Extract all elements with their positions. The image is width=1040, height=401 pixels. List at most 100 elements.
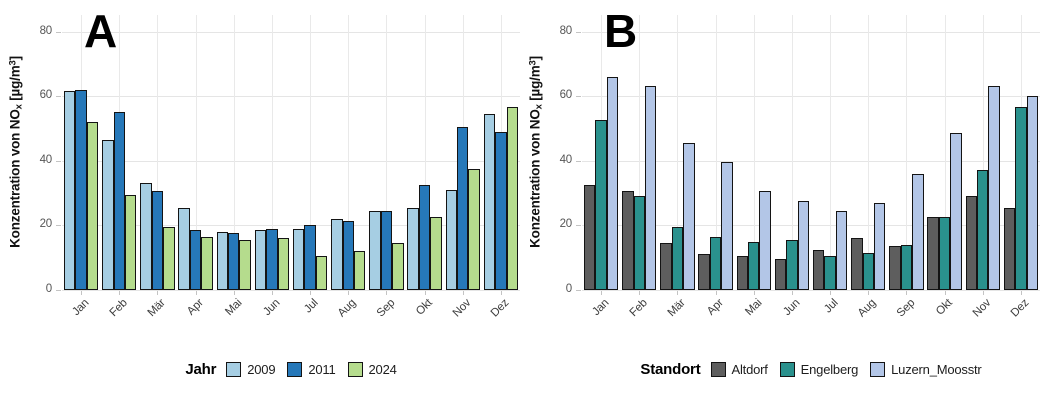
bar-altdorf-nov (965, 196, 977, 290)
panel-label-a: A (84, 5, 118, 57)
x-tick-mark (982, 290, 984, 295)
bar-2024-aug (353, 251, 366, 290)
x-tick-mark (81, 290, 83, 295)
legend-swatch (779, 361, 795, 377)
bar-2009-jun (254, 230, 267, 290)
x-tick-mark (1020, 290, 1022, 295)
h-gridline-40 (62, 160, 520, 162)
h-gridline-80 (582, 31, 1040, 33)
bar-engelberg-dez (1015, 107, 1027, 290)
y-tick-label-20: 20 (559, 218, 573, 231)
legend-item-2009: 2009 (226, 361, 276, 377)
bar-engelberg-jan (595, 120, 607, 290)
v-gridline (386, 15, 388, 290)
bar-2024-jul (315, 256, 328, 290)
y-tick-label-40: 40 (559, 153, 573, 166)
bar-2009-feb (102, 139, 114, 290)
x-tick-label-jan: Jan (590, 297, 612, 319)
x-tick-mark (119, 290, 121, 295)
legend-item-label: Engelberg (800, 361, 859, 377)
bar-luzern_moosstr-jan (606, 76, 619, 290)
bar-altdorf-aug (851, 238, 863, 290)
bar-2024-mai (239, 239, 251, 290)
x-tick-mark (271, 290, 273, 295)
x-tick-label-sep: Sep (374, 297, 397, 320)
bar-2024-dez (506, 107, 519, 290)
x-tick-label-dez: Dez (1008, 297, 1032, 320)
x-tick-label-mai: Mai (743, 297, 765, 319)
y-tick-label-60: 60 (559, 89, 573, 102)
bar-engelberg-okt (938, 217, 951, 290)
h-gridline-20 (62, 225, 520, 227)
bar-engelberg-mai (748, 241, 760, 290)
y-tick-mark (56, 96, 61, 98)
panel-label-b: B (604, 5, 638, 57)
bar-altdorf-mai (736, 256, 748, 290)
x-tick-label-okt: Okt (934, 297, 956, 318)
x-tick-mark (233, 290, 235, 295)
bar-altdorf-mär (660, 243, 672, 290)
y-tick-mark (576, 160, 581, 162)
x-tick-label-aug: Aug (336, 297, 359, 320)
v-gridline (753, 15, 755, 290)
v-gridline (715, 15, 717, 290)
x-tick-label-jan: Jan (70, 297, 92, 319)
x-tick-label-jul: Jul (822, 297, 841, 316)
bar-2024-apr (201, 236, 213, 290)
bar-2009-apr (178, 207, 190, 290)
bar-altdorf-jul (812, 249, 825, 290)
h-gridline-0 (582, 290, 1040, 291)
x-tick-label-okt: Okt (414, 297, 436, 318)
bar-altdorf-sep (889, 246, 901, 290)
bar-luzern_moosstr-okt (950, 133, 962, 290)
y-axis-title-part: 3 (7, 60, 19, 66)
bar-2009-okt (407, 207, 419, 290)
y-tick-label-80: 80 (39, 24, 53, 37)
x-tick-label-mär: Mär (145, 297, 168, 320)
y-axis-title-part: Konzentration von NO (7, 109, 23, 248)
x-tick-label-feb: Feb (107, 297, 130, 320)
y-tick-label-40: 40 (39, 153, 53, 166)
x-tick-mark (753, 290, 755, 295)
x-tick-label-jun: Jun (781, 297, 803, 319)
y-tick-label-80: 80 (559, 24, 573, 37)
bar-engelberg-nov (977, 170, 989, 290)
bar-luzern_moosstr-sep (912, 173, 924, 290)
bar-2011-jun (266, 228, 278, 290)
legend-item-2011: 2011 (287, 361, 336, 377)
x-tick-label-sep: Sep (894, 297, 917, 320)
x-tick-mark (310, 290, 312, 295)
x-tick-mark (677, 290, 679, 295)
bar-2011-apr (189, 230, 202, 290)
v-gridline (639, 15, 641, 290)
y-axis-title: Konzentration von NOx [µg/m3] (527, 56, 544, 248)
y-tick-label-20: 20 (39, 218, 53, 231)
h-gridline-60 (582, 96, 1040, 98)
v-gridline (271, 15, 273, 290)
x-tick-label-nov: Nov (450, 297, 474, 320)
y-axis-title-part: ] (7, 56, 23, 61)
h-gridline-0 (62, 290, 520, 291)
bar-luzern_moosstr-nov (988, 86, 1000, 290)
y-axis-title-part: [µg/m (527, 65, 543, 105)
bar-2024-okt (430, 217, 442, 290)
legend-title: Jahr (185, 360, 217, 378)
bar-2009-mär (140, 183, 152, 290)
bar-2011-mär (151, 191, 164, 290)
y-axis-title-part: x (13, 104, 25, 110)
bar-luzern_moosstr-jul (835, 210, 848, 290)
bar-2011-aug (342, 220, 354, 290)
x-tick-label-mai: Mai (223, 297, 245, 319)
v-gridline (233, 15, 235, 290)
x-tick-mark (348, 290, 350, 295)
bar-2024-nov (468, 168, 480, 290)
legend-item-altdorf: Altdorf (710, 361, 768, 377)
x-tick-label-feb: Feb (627, 297, 650, 320)
bar-2011-mai (228, 233, 240, 290)
bar-altdorf-apr (698, 254, 710, 290)
bar-2009-mai (216, 231, 228, 290)
bar-engelberg-aug (862, 252, 874, 290)
x-tick-mark (601, 290, 603, 295)
y-tick-mark (576, 96, 581, 98)
h-gridline-20 (582, 225, 1040, 227)
